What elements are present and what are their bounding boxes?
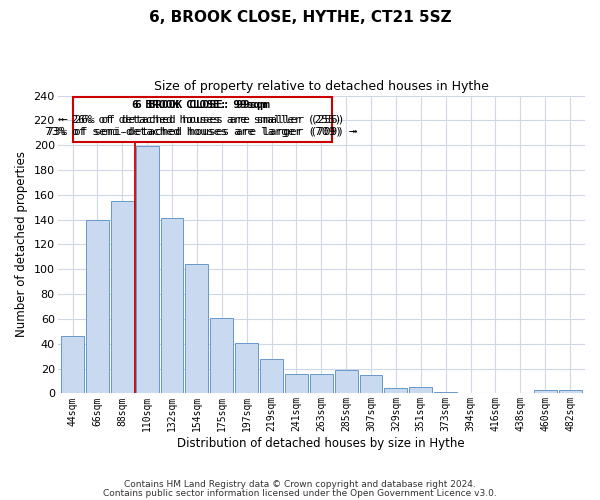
Text: Contains public sector information licensed under the Open Government Licence v3: Contains public sector information licen… <box>103 489 497 498</box>
Text: Contains HM Land Registry data © Crown copyright and database right 2024.: Contains HM Land Registry data © Crown c… <box>124 480 476 489</box>
Bar <box>136 146 158 394</box>
Bar <box>335 370 358 394</box>
Bar <box>385 388 407 394</box>
Text: ← 26% of detached houses are smaller (255)
73% of semi-detached houses are large: ← 26% of detached houses are smaller (25… <box>45 115 355 136</box>
Text: 6 BROOK CLOSE: 99sqm: 6 BROOK CLOSE: 99sqm <box>133 100 268 110</box>
Bar <box>434 392 457 394</box>
Y-axis label: Number of detached properties: Number of detached properties <box>15 152 28 338</box>
Bar <box>409 387 432 394</box>
FancyBboxPatch shape <box>73 97 332 142</box>
Bar <box>161 218 184 394</box>
Bar <box>310 374 333 394</box>
Bar <box>359 375 382 394</box>
Bar <box>61 336 84 394</box>
Bar <box>185 264 208 394</box>
Text: ← 26% of detached houses are smaller (255)
73% of semi-detached houses are large: ← 26% of detached houses are smaller (25… <box>47 115 358 136</box>
Bar <box>111 201 134 394</box>
Bar <box>285 374 308 394</box>
Bar <box>260 358 283 394</box>
Bar <box>235 342 258 394</box>
X-axis label: Distribution of detached houses by size in Hythe: Distribution of detached houses by size … <box>178 437 465 450</box>
Bar <box>86 220 109 394</box>
Bar <box>559 390 581 394</box>
Title: Size of property relative to detached houses in Hythe: Size of property relative to detached ho… <box>154 80 489 93</box>
Bar <box>211 318 233 394</box>
Text: 6, BROOK CLOSE, HYTHE, CT21 5SZ: 6, BROOK CLOSE, HYTHE, CT21 5SZ <box>149 10 451 25</box>
Text: 6 BROOK CLOSE: 99sqm: 6 BROOK CLOSE: 99sqm <box>135 100 270 110</box>
Bar <box>534 390 557 394</box>
